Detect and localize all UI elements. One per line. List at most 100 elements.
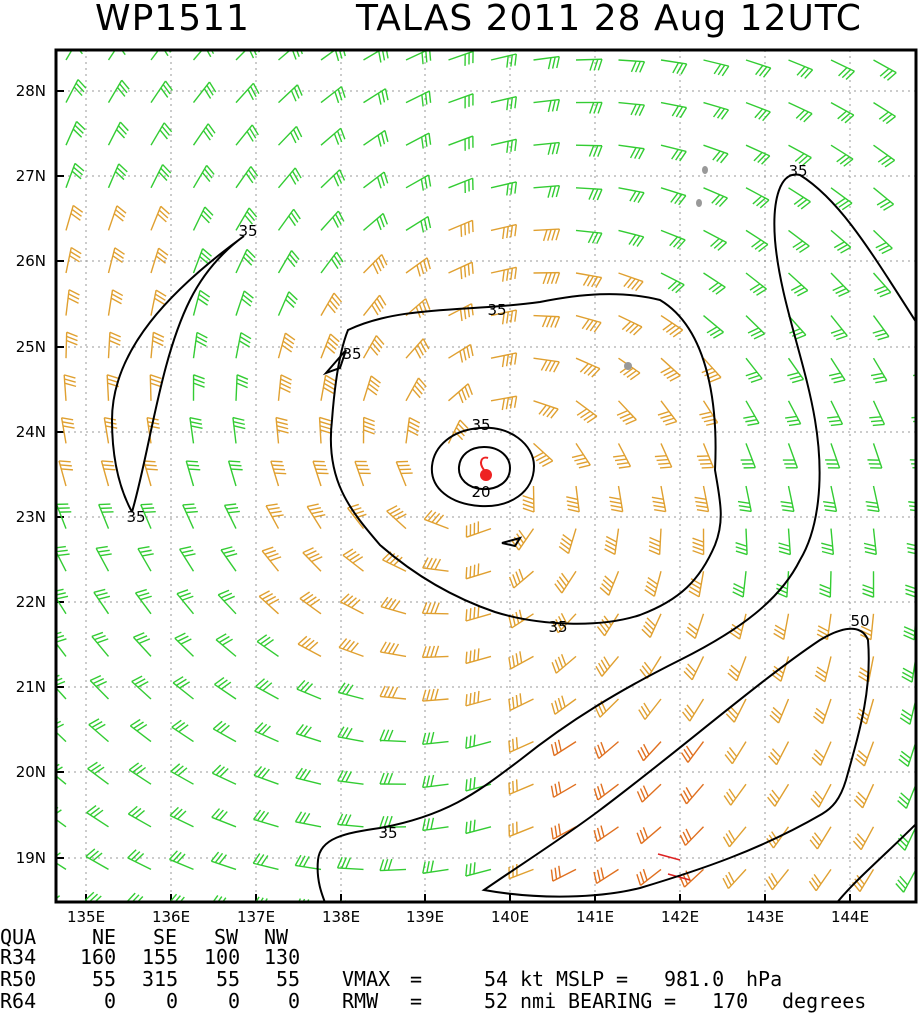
wind-barb-feather [252, 853, 261, 864]
wind-barb-feather [336, 172, 343, 184]
wind-barb-feather [648, 545, 661, 552]
wind-barb-feather [383, 686, 390, 698]
wind-barb-feather [844, 114, 855, 124]
wind-barb-feather [629, 324, 639, 334]
wind-barb-feather [61, 417, 74, 421]
wind-barb-feather [755, 65, 764, 76]
wind-barb-feather [557, 656, 564, 669]
wind-barb-feather [215, 633, 227, 641]
wind-barb-feather [61, 468, 73, 471]
wind-barb-feather [639, 871, 645, 884]
wind-barb-feather [174, 721, 186, 731]
wind-barb-feather [838, 67, 848, 77]
wind-barb-feather [418, 377, 427, 388]
wind-barb-feather [792, 240, 804, 249]
wind-barb-feather [150, 382, 162, 388]
wind-barb-feather [295, 767, 303, 779]
wind-barb-feather [886, 72, 897, 81]
wind-barb-feather [177, 635, 189, 642]
wind-barb-feather [135, 809, 145, 819]
wind-barb-feather [471, 220, 474, 233]
wind-barb-feather [712, 284, 723, 293]
wind-barb-feather [465, 651, 468, 664]
wind-barb-feather [637, 192, 645, 204]
wind-barb-feather [641, 665, 650, 676]
wind-barb-feather [551, 56, 556, 69]
wind-barb-feather [758, 109, 767, 120]
wind-barb-feather [873, 376, 885, 380]
wind-barb-feather [501, 312, 505, 325]
wind-barb-feather [127, 805, 138, 815]
wind-barb-feather [459, 419, 469, 429]
wind-barb-feather [754, 108, 764, 119]
wind-barb-feather [676, 239, 686, 250]
wind-barb-feather [462, 348, 467, 361]
wind-barb-feather [692, 549, 704, 556]
wind-barb-feather [88, 718, 100, 726]
wind-barb-feather [350, 642, 359, 653]
wind-barb-feather [345, 814, 352, 826]
wind-barb-feather [518, 529, 527, 541]
wind-barb-feather [752, 285, 764, 294]
wind-barb-feather [228, 510, 240, 514]
wind-barb-feather [135, 766, 147, 776]
wind-barb-feather [660, 366, 672, 374]
wind-barb-feather [219, 811, 228, 821]
wind-barb-feather [268, 598, 280, 606]
wind-barb-feather [750, 330, 762, 337]
wind-barb-feather [212, 895, 219, 902]
wind-barb-feather [768, 876, 776, 887]
wind-barb-feather [554, 659, 561, 671]
wind-barb-feather [421, 689, 427, 702]
wind-barb-feather [823, 505, 836, 509]
wind-barb-feather [551, 229, 556, 241]
wind-barb-feather [132, 764, 143, 773]
wind-barb-feather [73, 166, 83, 176]
wind-barb-feather [882, 113, 893, 122]
wind-barb-feather [244, 214, 253, 225]
contour-label: 35 [487, 301, 506, 319]
wind-barb-feather [379, 215, 385, 228]
wind-barb-feather [43, 892, 52, 900]
wind-barb-feather [453, 430, 464, 441]
wind-barb-feather [298, 812, 307, 823]
wind-barb-feather [198, 293, 210, 302]
wind-barb-feather [522, 503, 535, 509]
wind-barb-feather [514, 181, 518, 194]
wind-barb-feather [388, 599, 397, 610]
wind-barb-feather [380, 902, 383, 913]
wind-barb-feather [131, 675, 143, 683]
wind-barb-feather [385, 50, 389, 59]
wind-barb-feather [657, 410, 670, 416]
wind-barb-feather [243, 290, 254, 299]
wind-barb-feather [269, 556, 282, 562]
island [702, 166, 708, 174]
wind-barb-feather [272, 464, 284, 467]
wind-barb-feather [798, 155, 809, 164]
wind-barb-feather [289, 173, 297, 185]
wind-barb-feather [337, 726, 345, 738]
wind-barb-feather [379, 859, 385, 871]
wind-barb-feather [675, 284, 685, 294]
islands [624, 166, 708, 370]
wind-barb-feather [787, 419, 799, 423]
wind-barb-feather [325, 345, 336, 354]
wind-barb-feather [637, 916, 640, 926]
wind-barb-feather [210, 50, 215, 55]
wind-barb-feather [379, 816, 385, 828]
wind-barb-feather [772, 706, 783, 716]
wind-barb-feather [430, 860, 435, 873]
wind-barb-feather [264, 549, 277, 555]
wind-barb-feather [295, 126, 303, 138]
wind-barb-feather [506, 55, 509, 68]
wind-barb-feather [460, 267, 463, 280]
wind-barb-feather [71, 170, 82, 180]
wind-barb-feather [465, 864, 468, 877]
wind-barb-feather [460, 225, 463, 237]
wind-barb-feather [176, 853, 186, 864]
wind-barb-feather [862, 592, 874, 598]
wind-barb-feather [633, 191, 641, 203]
wind-barb-feather [898, 796, 909, 806]
wind-barb-feather [75, 82, 85, 93]
wind-barb-feather [392, 643, 400, 655]
